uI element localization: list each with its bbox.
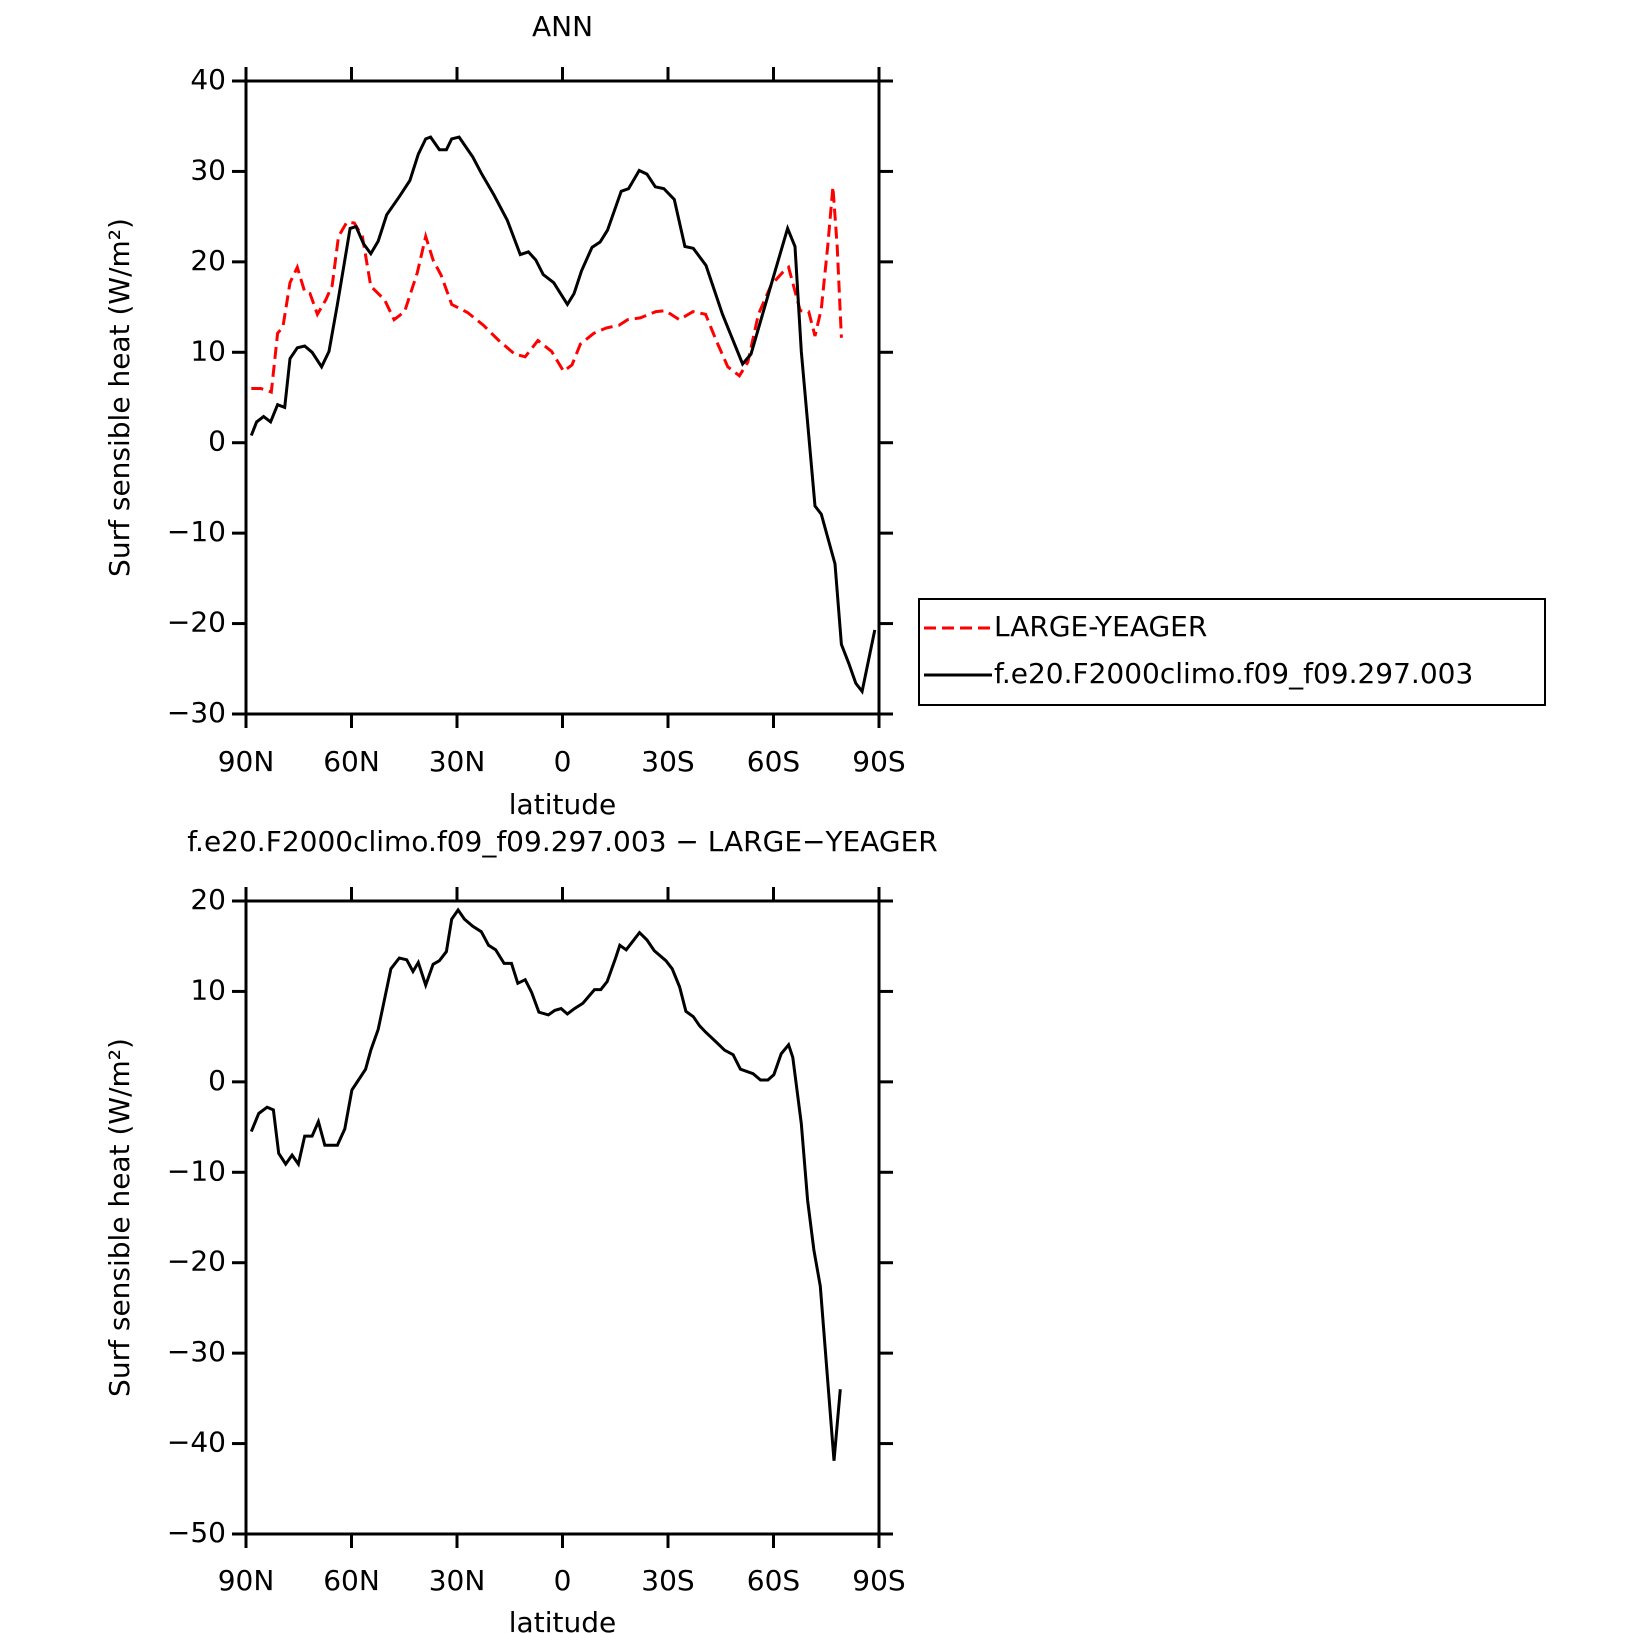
x-tick-label: 90N bbox=[218, 745, 275, 778]
x-tick-label: 60S bbox=[747, 1564, 800, 1597]
x-tick-label: 60S bbox=[747, 745, 800, 778]
x-tick-label: 90S bbox=[852, 745, 905, 778]
x-axis-label: latitude bbox=[509, 1606, 616, 1633]
y-axis-label: Surf sensible heat (W/m²) bbox=[103, 1038, 136, 1397]
y-tick-label: −10 bbox=[167, 515, 226, 548]
x-tick-label: 60N bbox=[323, 1564, 380, 1597]
x-axis-label: latitude bbox=[509, 788, 616, 821]
x-tick-label: 60N bbox=[323, 745, 380, 778]
x-tick-label: 0 bbox=[554, 745, 572, 778]
y-tick-label: −40 bbox=[167, 1426, 226, 1459]
y-tick-label: −30 bbox=[167, 696, 226, 729]
y-tick-label: 20 bbox=[190, 244, 226, 277]
y-tick-label: 10 bbox=[190, 973, 226, 1006]
y-tick-label: −50 bbox=[167, 1516, 226, 1549]
y-tick-label: 40 bbox=[190, 63, 226, 96]
y-tick-label: 0 bbox=[208, 1064, 226, 1097]
y-tick-label: 30 bbox=[190, 153, 226, 186]
legend-box bbox=[918, 598, 1546, 706]
legend-label: f.e20.F2000climo.f09_f09.297.003 bbox=[994, 657, 1473, 690]
plot-frame bbox=[244, 899, 881, 1536]
x-tick-label: 30S bbox=[641, 1564, 694, 1597]
x-tick-label: 30S bbox=[641, 745, 694, 778]
y-tick-label: −10 bbox=[167, 1154, 226, 1187]
chart-title: ANN bbox=[532, 10, 593, 43]
y-axis-label: Surf sensible heat (W/m²) bbox=[103, 218, 136, 577]
y-tick-label: −20 bbox=[167, 1245, 226, 1278]
series-line bbox=[249, 135, 877, 695]
y-tick-label: 10 bbox=[190, 334, 226, 367]
legend-label: LARGE-YEAGER bbox=[994, 610, 1207, 643]
y-tick-label: 20 bbox=[190, 883, 226, 916]
y-tick-label: −30 bbox=[167, 1335, 226, 1368]
x-tick-label: 30N bbox=[429, 1564, 486, 1597]
x-tick-label: 90S bbox=[852, 1564, 905, 1597]
y-tick-label: 0 bbox=[208, 425, 226, 458]
x-tick-label: 90N bbox=[218, 1564, 275, 1597]
chart-title: f.e20.F2000climo.f09_f09.297.003 − LARGE… bbox=[187, 825, 938, 858]
series-line bbox=[249, 907, 842, 1461]
x-tick-label: 0 bbox=[554, 1564, 572, 1597]
plot-frame bbox=[244, 79, 881, 716]
y-tick-label: −20 bbox=[167, 606, 226, 639]
x-tick-label: 30N bbox=[429, 745, 486, 778]
